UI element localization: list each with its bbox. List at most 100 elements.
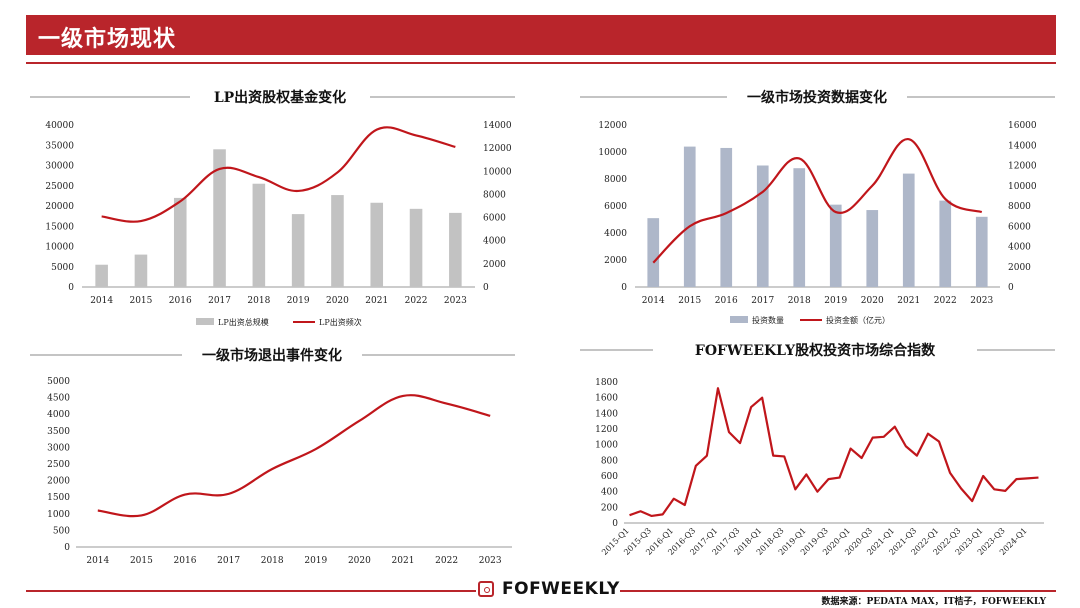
bar-lp <box>213 149 226 287</box>
x-tick-label: 2018 <box>247 296 270 306</box>
bar-invest <box>902 173 915 287</box>
y-tick-label: 1600 <box>595 394 618 404</box>
x-tick-label: 2021 <box>392 556 415 566</box>
y-left-tick-label: 12000 <box>598 121 627 131</box>
x-tick-label: 2014 <box>86 556 109 566</box>
x-tick-label: 2014 <box>90 296 113 306</box>
y-right-tick-label: 6000 <box>1008 222 1031 232</box>
legend-bar-label: LP出资总规模 <box>218 317 269 327</box>
x-tick-label: 2015 <box>130 556 153 566</box>
x-tick-label: 2018 <box>788 296 811 306</box>
legend-bar-label: 投资数量 <box>752 315 784 325</box>
bar-lp <box>173 197 187 287</box>
bar-invest <box>829 204 842 287</box>
bar-lp <box>291 214 305 287</box>
y-right-tick-label: 10000 <box>483 167 512 177</box>
y-tick-label: 3500 <box>47 427 70 437</box>
x-tick-label: 2019 <box>287 296 310 306</box>
legend-bar-swatch <box>730 316 748 323</box>
header-bar: 一级市场现状 <box>26 15 1056 55</box>
x-tick-label: 2017 <box>217 556 240 566</box>
x-tick-label: 2016 <box>715 296 738 306</box>
brand-name: FOFWEEKLY <box>502 579 620 599</box>
y-left-tick-label: 6000 <box>604 202 627 212</box>
x-tick-label: 2015 <box>678 296 701 306</box>
brand-logo: FOFWEEKLY <box>478 579 620 601</box>
bar-lp <box>331 195 344 287</box>
y-right-tick-label: 8000 <box>483 190 506 200</box>
x-tick-label: 2019 <box>824 296 847 306</box>
chart-title-lp: LP出资股权基金变化 <box>214 89 346 106</box>
y-right-tick-label: 0 <box>483 283 489 293</box>
y-left-tick-label: 25000 <box>45 182 74 192</box>
y-left-tick-label: 5000 <box>51 263 74 273</box>
x-tick-label: 2023 <box>970 296 993 306</box>
y-tick-label: 4500 <box>47 394 70 404</box>
x-tick-label: 2022 <box>435 556 458 566</box>
y-tick-label: 1000 <box>595 441 618 451</box>
line-series-lp <box>101 126 456 223</box>
y-tick-label: 600 <box>601 472 618 482</box>
line-series-invest <box>652 138 983 264</box>
y-right-tick-label: 12000 <box>1008 162 1037 172</box>
y-tick-label: 200 <box>601 503 618 513</box>
footer-line-right <box>620 590 1056 592</box>
y-right-tick-label: 8000 <box>1008 202 1031 212</box>
x-tick-label: 2021 <box>897 296 920 306</box>
y-left-tick-label: 0 <box>621 283 627 293</box>
y-tick-label: 0 <box>64 543 70 553</box>
header-divider <box>26 62 1056 64</box>
x-tick-label: 2016 <box>174 556 197 566</box>
y-left-tick-label: 2000 <box>604 256 627 266</box>
x-tick-label: 2023 <box>444 296 467 306</box>
x-tick-label: 2015 <box>129 296 152 306</box>
y-right-tick-label: 10000 <box>1008 182 1037 192</box>
x-tick-label: 2022 <box>405 296 428 306</box>
brand-mark-icon <box>478 581 494 597</box>
y-tick-label: 1800 <box>595 378 618 388</box>
x-tick-label: 2019 <box>304 556 327 566</box>
y-left-tick-label: 10000 <box>45 243 74 253</box>
y-right-tick-label: 2000 <box>1008 263 1031 273</box>
bar-lp <box>449 212 462 287</box>
x-tick-label: 2017 <box>208 296 231 306</box>
line-series-exit <box>97 394 491 518</box>
y-right-tick-label: 6000 <box>483 214 506 224</box>
y-tick-label: 1000 <box>47 510 70 520</box>
x-tick-label: 2021 <box>365 296 388 306</box>
bar-invest <box>647 218 660 287</box>
x-tick-label: 2017 <box>751 296 774 306</box>
y-tick-label: 500 <box>53 526 70 536</box>
y-right-tick-label: 14000 <box>483 121 512 131</box>
bar-lp <box>95 264 108 287</box>
line-series-index <box>629 387 1039 518</box>
x-tick-label: 2020 <box>348 556 371 566</box>
bar-invest <box>683 146 696 287</box>
bar-invest <box>793 168 806 287</box>
bar-invest <box>939 200 952 287</box>
legend-line-label: 投资金额（亿元） <box>826 315 890 325</box>
y-right-tick-label: 16000 <box>1008 121 1037 131</box>
y-tick-label: 1400 <box>595 409 618 419</box>
y-left-tick-label: 10000 <box>598 148 627 158</box>
chart-title-index: FOFWEEKLY股权投资市场综合指数 <box>695 342 936 359</box>
y-tick-label: 0 <box>612 519 618 529</box>
footer-line-left <box>26 590 476 592</box>
bar-lp <box>252 183 266 287</box>
y-left-tick-label: 0 <box>68 283 74 293</box>
y-tick-label: 3000 <box>47 443 70 453</box>
y-tick-label: 2500 <box>47 460 70 470</box>
y-tick-label: 4000 <box>47 410 70 420</box>
y-left-tick-label: 30000 <box>45 162 74 172</box>
y-right-tick-label: 14000 <box>1008 141 1037 151</box>
x-tick-label: 2014 <box>642 296 665 306</box>
bar-lp <box>409 208 423 287</box>
x-tick-label: 2022 <box>934 296 957 306</box>
y-right-tick-label: 12000 <box>483 144 512 154</box>
bar-lp <box>370 202 384 287</box>
chart-title-exit: 一级市场退出事件变化 <box>202 347 342 364</box>
x-tick-label: 2016 <box>169 296 192 306</box>
y-tick-label: 1200 <box>595 425 618 435</box>
x-tick-label: 2023 <box>479 556 502 566</box>
